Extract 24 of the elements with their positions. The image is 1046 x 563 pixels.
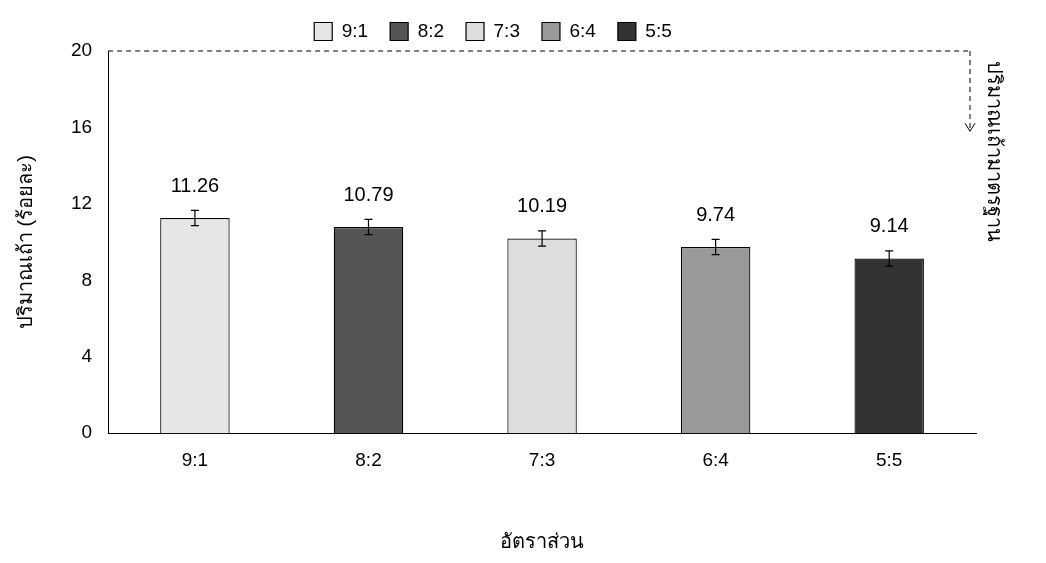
data-label: 11.26 [170, 173, 220, 196]
data-label: 10.79 [343, 182, 394, 205]
data-label: 9.74 [696, 202, 736, 225]
x-tick-label: 5:5 [876, 448, 903, 470]
legend-label: 5:5 [645, 19, 672, 41]
y-tick-label: 8 [81, 268, 93, 290]
ref-line-label: ปริมาณเถ้ามาตรฐาน [983, 60, 1007, 242]
y-tick-label: 0 [81, 421, 93, 443]
data-label: 10.19 [517, 194, 568, 217]
x-tick-label: 8:2 [355, 448, 382, 470]
legend-label: 7:3 [493, 19, 520, 41]
y-axis-title: ปริมาณเถ้า (ร้อยละ) [13, 155, 36, 330]
y-tick-label: 20 [70, 39, 93, 61]
y-tick-label: 12 [70, 192, 93, 214]
y-tick-label: 16 [70, 115, 93, 137]
x-axis-title: อัตราส่วน [500, 529, 585, 552]
legend-label: 9:1 [341, 19, 369, 41]
legend-label: 8:2 [417, 19, 445, 41]
legend-label: 6:4 [569, 19, 597, 41]
x-tick-label: 6:4 [702, 448, 730, 470]
x-tick-label: 9:1 [181, 448, 209, 470]
y-tick-label: 4 [81, 344, 93, 366]
x-tick-label: 7:3 [528, 448, 556, 470]
data-label: 9.14 [869, 214, 909, 237]
